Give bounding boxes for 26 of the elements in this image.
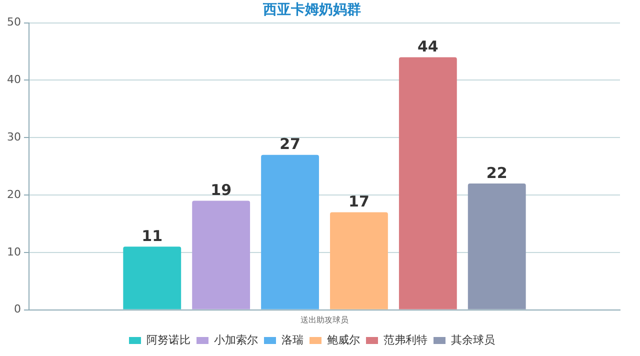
data-label: 11 <box>142 227 163 246</box>
y-tick-label: 20 <box>6 188 21 201</box>
data-label: 22 <box>486 164 508 182</box>
chart-title: 西亚卡姆奶妈群 <box>262 2 361 18</box>
x-axis-title: 送出助攻球员 <box>300 315 348 324</box>
bar <box>398 57 457 310</box>
bar <box>330 212 388 310</box>
data-label: 27 <box>280 135 300 154</box>
bar <box>123 246 182 310</box>
bar <box>261 154 319 310</box>
legend-label: 其余球员 <box>451 333 495 346</box>
data-label: 44 <box>417 38 438 56</box>
bar <box>192 200 250 310</box>
bar <box>468 184 526 310</box>
legend-label: 洛瑞 <box>282 333 304 346</box>
y-tick-label: 50 <box>6 16 21 29</box>
data-label: 19 <box>210 181 232 200</box>
y-tick-label: 40 <box>6 73 21 86</box>
legend-label: 阿努诺比 <box>146 333 190 346</box>
y-tick-label: 30 <box>6 130 21 144</box>
legend-label: 范弗利特 <box>384 333 428 346</box>
legend-label: 小加索尔 <box>214 333 258 346</box>
legend-label: 鲍威尔 <box>327 333 360 346</box>
y-tick-label: 0 <box>14 302 21 316</box>
data-label: 17 <box>348 192 370 211</box>
y-tick-label: 10 <box>6 245 21 258</box>
